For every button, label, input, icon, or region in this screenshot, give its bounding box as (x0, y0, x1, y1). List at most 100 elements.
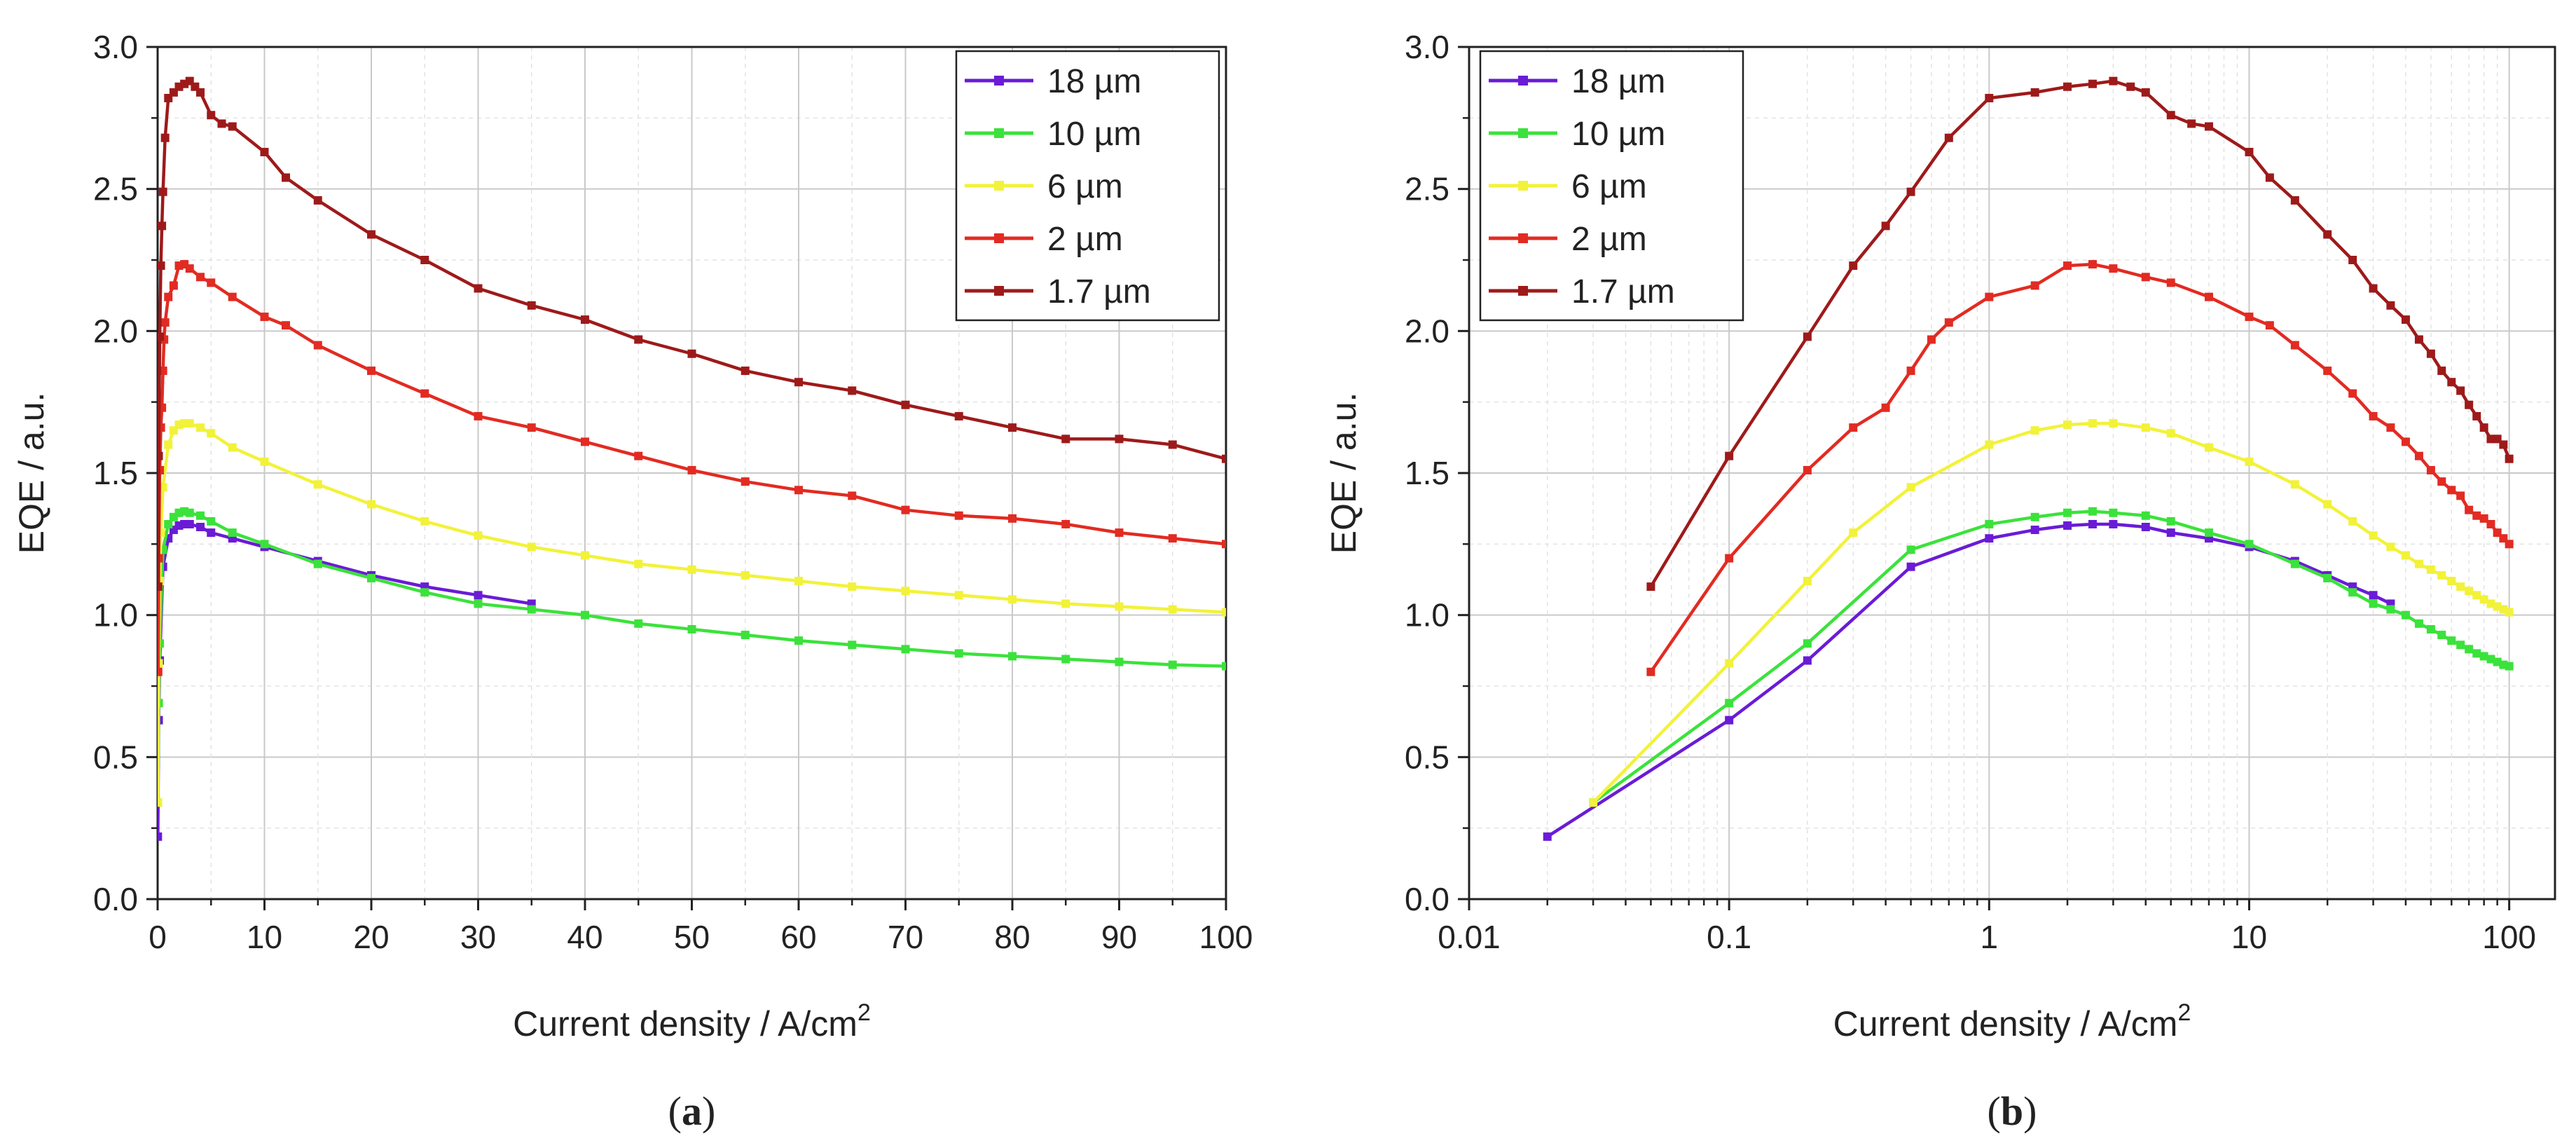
data-point (1803, 639, 1812, 648)
data-point (2486, 519, 2495, 528)
legend-label: 1.7 µm (1571, 273, 1675, 310)
legend-item: 6 µm (965, 168, 1123, 205)
data-point (2486, 434, 2495, 444)
data-point (1061, 434, 1070, 444)
x-tick-label: 70 (888, 919, 923, 955)
legend-item: 18 µm (1489, 63, 1665, 100)
legend-item: 1.7 µm (1489, 273, 1675, 310)
chart-panel-a: 0.0 0.5 1.0 1.5 2.0 2.5 3.0 0 10 20 30 40 50 60 70 80 90… (12, 29, 1253, 1134)
x-tick-label: 0.01 (1438, 919, 1501, 955)
data-point (2245, 147, 2254, 156)
data-point (2505, 540, 2514, 549)
data-point (158, 465, 165, 474)
data-point (313, 559, 322, 568)
data-point (2030, 512, 2039, 521)
data-point (2290, 196, 2299, 205)
data-point (2290, 559, 2299, 568)
data-point (527, 605, 536, 614)
data-point (158, 699, 163, 708)
data-point (901, 645, 910, 654)
x-tick-label: 10 (2231, 919, 2267, 955)
data-point (2479, 514, 2488, 523)
data-point (2348, 588, 2357, 597)
series-group (1543, 76, 2514, 841)
data-point (2486, 655, 2495, 664)
data-point (2063, 420, 2072, 430)
data-point (2456, 491, 2465, 500)
data-point (260, 147, 269, 156)
data-point (260, 313, 269, 322)
data-point (1803, 465, 1812, 474)
data-point (158, 554, 163, 563)
data-point (474, 531, 483, 540)
data-point (687, 465, 696, 474)
chart-panel-b: 0.0 0.5 1.0 1.5 2.0 2.5 3.0 0.01 0.1 1 10 100 Curren… (1324, 29, 2556, 1134)
data-point (848, 582, 857, 591)
data-point (1061, 519, 1070, 528)
panel-label-open: ( (1988, 1088, 2001, 1134)
data-point (2290, 480, 2299, 489)
data-point (2141, 511, 2150, 520)
data-point (2479, 652, 2488, 661)
data-point (1168, 440, 1177, 449)
data-point (1725, 554, 1734, 563)
data-point (2426, 565, 2435, 574)
data-point (2166, 528, 2175, 538)
data-point (185, 419, 194, 428)
data-point (2063, 508, 2072, 517)
data-point (848, 386, 857, 395)
series-1-7mum (1646, 76, 2514, 591)
data-point (158, 332, 165, 341)
data-point (2426, 624, 2435, 634)
y-tick-label: 1.0 (93, 597, 138, 634)
y-tick-label: 2.0 (1405, 313, 1449, 349)
data-point (1906, 545, 1915, 554)
y-tick-label: 1.5 (93, 455, 138, 491)
panel-label-close: ) (702, 1088, 715, 1134)
data-point (2447, 577, 2456, 586)
series-group (158, 76, 1226, 841)
data-point (164, 292, 173, 301)
data-point (2204, 528, 2213, 538)
data-point (2109, 519, 2118, 528)
data-point (1985, 534, 1994, 543)
data-point (228, 528, 237, 538)
data-point (741, 477, 750, 486)
data-point (2166, 278, 2175, 287)
panel-label-letter: a (682, 1088, 702, 1134)
data-point (367, 367, 376, 376)
data-point (1906, 367, 1915, 376)
data-point (581, 437, 589, 446)
data-point (2166, 429, 2175, 438)
data-point (260, 540, 269, 549)
data-point (1168, 534, 1177, 543)
data-point (313, 480, 322, 489)
data-point (420, 588, 429, 597)
data-point (1222, 454, 1226, 463)
data-point (2088, 419, 2098, 428)
data-point (1543, 832, 1552, 841)
x-tick-label: 80 (994, 919, 1030, 955)
data-point (954, 511, 963, 520)
x-axis-title-text: Current density / A/cm (513, 1004, 857, 1043)
data-point (2245, 540, 2254, 549)
series-2mum (1646, 260, 2514, 676)
data-point (158, 659, 163, 668)
data-point (2063, 261, 2072, 271)
data-point (741, 570, 750, 580)
data-point (2030, 88, 2039, 97)
data-point (2348, 256, 2357, 264)
data-point (794, 636, 803, 645)
data-point (1725, 451, 1734, 460)
data-point (634, 451, 643, 460)
data-point (2204, 443, 2213, 452)
data-point (207, 516, 216, 526)
data-point (2063, 521, 2072, 530)
data-point (2414, 619, 2423, 628)
y-axis-title: EQE / a.u. (12, 392, 51, 554)
data-point (2465, 400, 2474, 409)
legend-swatch-marker (1518, 181, 1528, 191)
data-point (1944, 318, 1953, 327)
legend-swatch-marker (994, 76, 1004, 85)
data-point (2348, 516, 2357, 526)
